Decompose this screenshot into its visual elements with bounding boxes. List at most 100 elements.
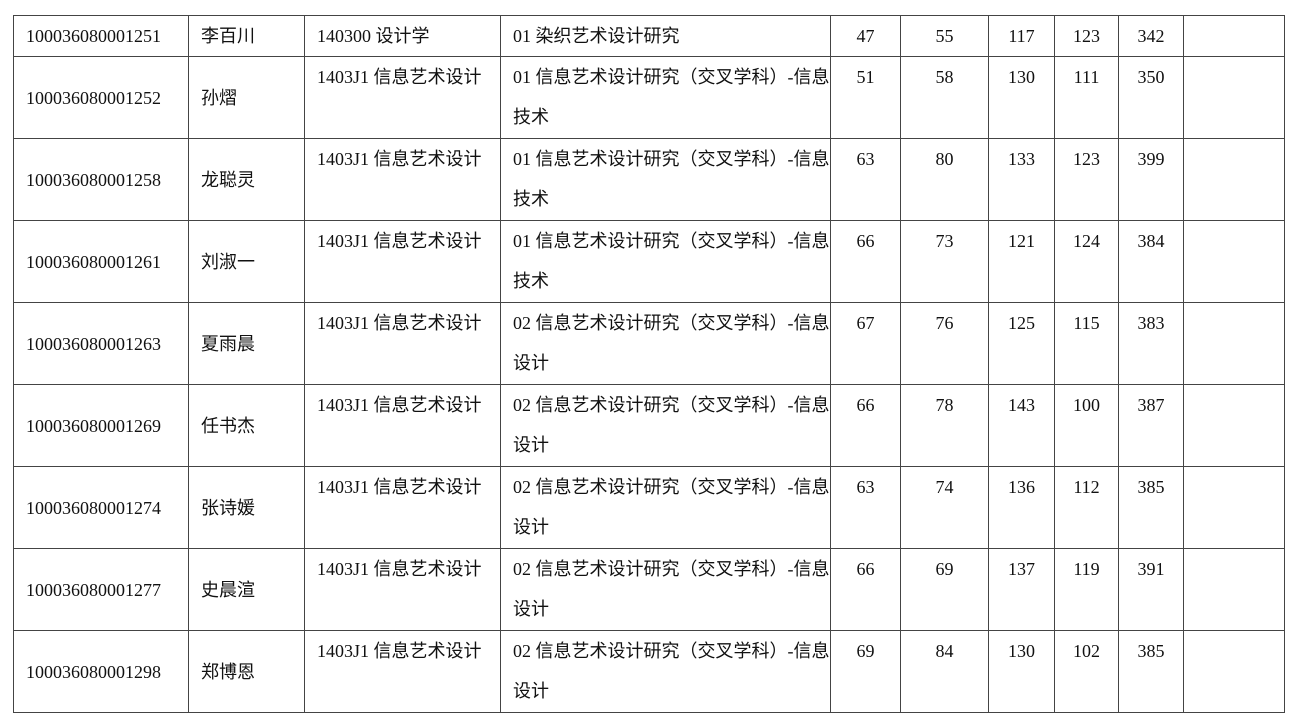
candidate-name-cell: 任书杰	[188, 384, 305, 467]
table-row: 100036080001277 史晨渲 1403J1 信息艺术设计 02 信息艺术设计…	[13, 548, 1285, 631]
table-row: 100036080001274 张诗媛 1403J1 信息艺术设计 02 信息艺术设计…	[13, 466, 1285, 549]
research-direction-cell: 01 信息艺术设计研究（交叉学科）-信息技术	[500, 56, 831, 139]
score-total-cell: 391	[1118, 548, 1184, 631]
remarks-cell	[1183, 56, 1285, 139]
major-cell: 1403J1 信息艺术设计	[304, 630, 501, 713]
score-subject-1-cell: 133	[988, 138, 1055, 221]
score-subject-2-cell: 111	[1054, 56, 1119, 139]
research-direction-cell: 02 信息艺术设计研究（交叉学科）-信息设计	[500, 384, 831, 467]
score-subject-1-cell: 130	[988, 630, 1055, 713]
research-direction-cell: 02 信息艺术设计研究（交叉学科）-信息设计	[500, 630, 831, 713]
score-subject-2-cell: 100	[1054, 384, 1119, 467]
score-politics-cell: 47	[830, 15, 901, 57]
candidate-id-cell: 100036080001298	[13, 630, 189, 713]
table-row: 100036080001269 任书杰 1403J1 信息艺术设计 02 信息艺术设计…	[13, 384, 1285, 467]
score-total-cell: 387	[1118, 384, 1184, 467]
remarks-cell	[1183, 548, 1285, 631]
score-foreign-language-cell: 76	[900, 302, 989, 385]
score-subject-2-cell: 115	[1054, 302, 1119, 385]
research-direction-cell: 02 信息艺术设计研究（交叉学科）-信息设计	[500, 548, 831, 631]
score-foreign-language-cell: 58	[900, 56, 989, 139]
candidate-name-cell: 史晨渲	[188, 548, 305, 631]
score-foreign-language-cell: 80	[900, 138, 989, 221]
remarks-cell	[1183, 466, 1285, 549]
score-politics-cell: 66	[830, 384, 901, 467]
research-direction-cell: 01 染织艺术设计研究	[500, 15, 831, 57]
candidate-id-cell: 100036080001274	[13, 466, 189, 549]
major-cell: 1403J1 信息艺术设计	[304, 302, 501, 385]
score-total-cell: 385	[1118, 630, 1184, 713]
candidate-name-cell: 夏雨晨	[188, 302, 305, 385]
candidate-name-cell: 刘淑一	[188, 220, 305, 303]
score-total-cell: 342	[1118, 15, 1184, 57]
score-politics-cell: 69	[830, 630, 901, 713]
candidate-id-cell: 100036080001258	[13, 138, 189, 221]
score-total-cell: 383	[1118, 302, 1184, 385]
score-politics-cell: 51	[830, 56, 901, 139]
major-cell: 1403J1 信息艺术设计	[304, 466, 501, 549]
candidate-id-cell: 100036080001251	[13, 15, 189, 57]
score-subject-1-cell: 130	[988, 56, 1055, 139]
score-subject-2-cell: 123	[1054, 15, 1119, 57]
remarks-cell	[1183, 630, 1285, 713]
score-politics-cell: 66	[830, 548, 901, 631]
score-total-cell: 385	[1118, 466, 1184, 549]
score-total-cell: 399	[1118, 138, 1184, 221]
table-row: 100036080001251 李百川 140300 设计学 01 染织艺术设计研究 4…	[13, 15, 1285, 57]
remarks-cell	[1183, 220, 1285, 303]
candidate-name-cell: 孙熠	[188, 56, 305, 139]
major-cell: 140300 设计学	[304, 15, 501, 57]
research-direction-cell: 02 信息艺术设计研究（交叉学科）-信息设计	[500, 302, 831, 385]
score-subject-1-cell: 143	[988, 384, 1055, 467]
score-politics-cell: 66	[830, 220, 901, 303]
score-foreign-language-cell: 78	[900, 384, 989, 467]
table-row: 100036080001252 孙熠 1403J1 信息艺术设计 01 信息艺术设计研…	[13, 56, 1285, 139]
remarks-cell	[1183, 15, 1285, 57]
score-foreign-language-cell: 84	[900, 630, 989, 713]
research-direction-cell: 01 信息艺术设计研究（交叉学科）-信息技术	[500, 138, 831, 221]
research-direction-cell: 01 信息艺术设计研究（交叉学科）-信息技术	[500, 220, 831, 303]
table-row: 100036080001261 刘淑一 1403J1 信息艺术设计 01 信息艺术设计…	[13, 220, 1285, 303]
score-subject-2-cell: 123	[1054, 138, 1119, 221]
score-foreign-language-cell: 74	[900, 466, 989, 549]
candidate-name-cell: 龙聪灵	[188, 138, 305, 221]
score-subject-1-cell: 136	[988, 466, 1055, 549]
major-cell: 1403J1 信息艺术设计	[304, 548, 501, 631]
candidate-id-cell: 100036080001277	[13, 548, 189, 631]
score-subject-2-cell: 119	[1054, 548, 1119, 631]
score-foreign-language-cell: 55	[900, 15, 989, 57]
remarks-cell	[1183, 384, 1285, 467]
candidate-id-cell: 100036080001261	[13, 220, 189, 303]
major-cell: 1403J1 信息艺术设计	[304, 220, 501, 303]
table-row: 100036080001298 郑博恩 1403J1 信息艺术设计 02 信息艺术设计…	[13, 630, 1285, 713]
score-subject-1-cell: 137	[988, 548, 1055, 631]
score-subject-2-cell: 124	[1054, 220, 1119, 303]
score-table: 100036080001251 李百川 140300 设计学 01 染织艺术设计研究 4…	[13, 15, 1285, 713]
candidate-id-cell: 100036080001269	[13, 384, 189, 467]
major-cell: 1403J1 信息艺术设计	[304, 138, 501, 221]
score-politics-cell: 63	[830, 466, 901, 549]
candidate-name-cell: 郑博恩	[188, 630, 305, 713]
score-politics-cell: 67	[830, 302, 901, 385]
score-politics-cell: 63	[830, 138, 901, 221]
score-foreign-language-cell: 69	[900, 548, 989, 631]
table-row: 100036080001258 龙聪灵 1403J1 信息艺术设计 01 信息艺术设计…	[13, 138, 1285, 221]
candidate-id-cell: 100036080001263	[13, 302, 189, 385]
score-subject-2-cell: 102	[1054, 630, 1119, 713]
candidate-name-cell: 张诗媛	[188, 466, 305, 549]
major-cell: 1403J1 信息艺术设计	[304, 384, 501, 467]
score-subject-1-cell: 121	[988, 220, 1055, 303]
candidate-id-cell: 100036080001252	[13, 56, 189, 139]
score-subject-1-cell: 117	[988, 15, 1055, 57]
score-foreign-language-cell: 73	[900, 220, 989, 303]
score-total-cell: 350	[1118, 56, 1184, 139]
major-cell: 1403J1 信息艺术设计	[304, 56, 501, 139]
candidate-name-cell: 李百川	[188, 15, 305, 57]
table-row: 100036080001263 夏雨晨 1403J1 信息艺术设计 02 信息艺术设计…	[13, 302, 1285, 385]
remarks-cell	[1183, 302, 1285, 385]
remarks-cell	[1183, 138, 1285, 221]
score-subject-2-cell: 112	[1054, 466, 1119, 549]
score-total-cell: 384	[1118, 220, 1184, 303]
research-direction-cell: 02 信息艺术设计研究（交叉学科）-信息设计	[500, 466, 831, 549]
score-subject-1-cell: 125	[988, 302, 1055, 385]
